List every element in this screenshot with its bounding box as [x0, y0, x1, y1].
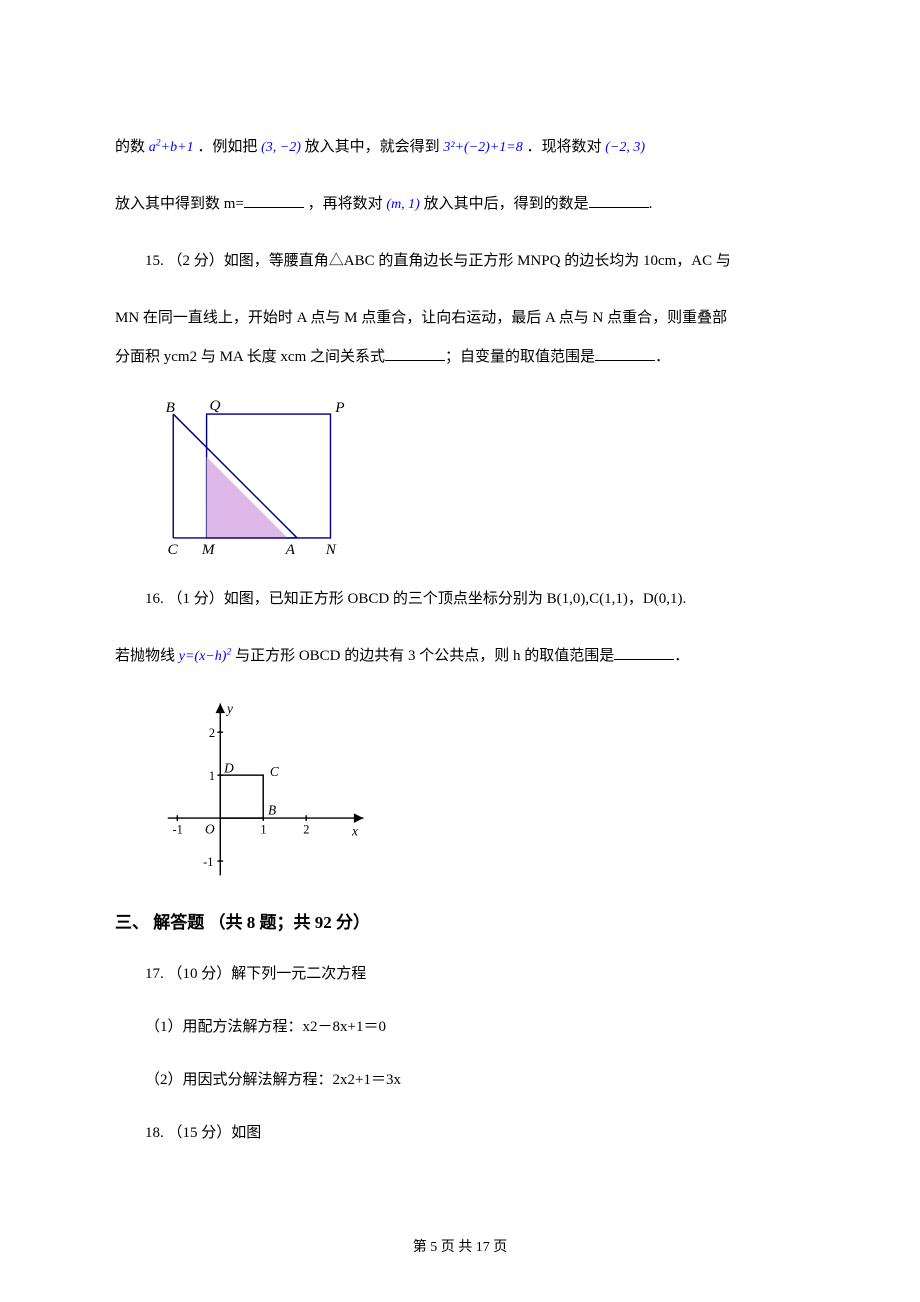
- label-y: y: [225, 701, 233, 716]
- q17-line1: 17. （10 分）解下列一元二次方程: [115, 955, 805, 994]
- q14-expr2: 3²+(−2)+1=8: [443, 140, 522, 155]
- x-arrow: [354, 813, 364, 823]
- q15-line3-mid: ；自变量的取值范围是: [445, 349, 595, 365]
- tick-label-neg1y: -1: [203, 855, 213, 869]
- square-obcd: [220, 775, 263, 818]
- q15-line3-prefix: 分面积 ycm2 与 MA 长度 xcm 之间关系式: [115, 349, 385, 365]
- q14-line1: 的数 a2+b+1 ．例如把 (3, −2) 放入其中，就会得到 3²+(−2)…: [115, 128, 805, 167]
- tick-label-neg1x: -1: [173, 822, 183, 836]
- q15-line1: 15. （2 分）如图，等腰直角△ABC 的直角边长与正方形 MNPQ 的边长均…: [115, 242, 805, 281]
- label-D: D: [223, 760, 234, 775]
- page-footer: 第 5 页 共 17 页: [0, 1236, 920, 1256]
- label-x: x: [351, 823, 358, 838]
- q16-svg: y x O D C B -1 1 2 1 2 -1: [163, 694, 373, 885]
- label-A: A: [285, 541, 296, 557]
- tick-label-2x: 2: [303, 822, 309, 836]
- q14-line2-prefix: 放入其中得到数 m=: [115, 196, 244, 212]
- q14-expr1: a2+b+1: [149, 140, 194, 155]
- q17-sub1: （1）用配方法解方程：x2－8x+1＝0: [115, 1008, 805, 1047]
- q16-line1: 16. （1 分）如图，已知正方形 OBCD 的三个顶点坐标分别为 B(1,0)…: [115, 580, 805, 619]
- blank-1: [244, 193, 304, 208]
- q14-prefix: 的数: [115, 139, 149, 155]
- q15-line2: MN 在同一直线上，开始时 A 点与 M 点重合，让向右运动，最后 A 点与 N…: [115, 299, 805, 338]
- q14-text2: 放入其中，就会得到: [305, 139, 444, 155]
- q18-line1: 18. （15 分）如图: [115, 1114, 805, 1153]
- q15-figure: B Q P C M A N: [163, 395, 805, 562]
- q14-pair1: (3, −2): [261, 140, 301, 155]
- q14-pair2: (−2, 3): [605, 140, 645, 155]
- blank-4: [595, 346, 655, 361]
- section3-heading: 三、 解答题 （共 8 题；共 92 分）: [115, 908, 805, 933]
- page-content: 的数 a2+b+1 ．例如把 (3, −2) 放入其中，就会得到 3²+(−2)…: [0, 0, 920, 1153]
- label-O: O: [205, 821, 215, 836]
- q14-text5: 放入其中后，得到的数是: [424, 196, 589, 212]
- tick-label-2y: 2: [209, 726, 215, 740]
- q16-line2-suffix: ．: [674, 648, 689, 664]
- blank-2: [589, 193, 649, 208]
- q14-text3: ．现将数对: [526, 139, 605, 155]
- label-C: C: [168, 541, 179, 557]
- q16-line2-mid: 与正方形 OBCD 的边共有 3 个公共点，则 h 的取值范围是: [235, 648, 614, 664]
- q16-expr: y=(x−h)2: [179, 649, 232, 664]
- blank-3: [385, 346, 445, 361]
- q16-line2: 若抛物线 y=(x−h)2 与正方形 OBCD 的边共有 3 个公共点，则 h …: [115, 637, 805, 676]
- tick-label-1x: 1: [260, 822, 266, 836]
- label-Q: Q: [209, 397, 220, 414]
- q14-text6: .: [649, 196, 653, 212]
- label-C: C: [270, 764, 280, 779]
- q15-line3: 分面积 ycm2 与 MA 长度 xcm 之间关系式 ；自变量的取值范围是 ．: [115, 338, 805, 377]
- tick-label-1y: 1: [209, 769, 215, 783]
- q17-sub2: （2）用因式分解法解方程：2x2+1＝3x: [115, 1061, 805, 1100]
- label-B: B: [268, 802, 276, 817]
- shaded-region: [207, 457, 288, 538]
- q15-line3-suffix: ．: [655, 349, 670, 365]
- q14-line2: 放入其中得到数 m= ，再将数对 (m, 1) 放入其中后，得到的数是.: [115, 185, 805, 224]
- q15-svg: B Q P C M A N: [163, 395, 355, 557]
- label-N: N: [325, 541, 337, 557]
- label-P: P: [334, 399, 344, 416]
- q16-line2-prefix: 若抛物线: [115, 648, 179, 664]
- q16-figure: y x O D C B -1 1 2 1 2 -1: [163, 694, 373, 884]
- label-B: B: [166, 399, 175, 416]
- q14-text1: ．例如把: [197, 139, 261, 155]
- q14-text4: ，再将数对: [308, 196, 387, 212]
- y-arrow: [215, 704, 225, 714]
- label-M: M: [201, 541, 216, 557]
- q14-pair3: (m, 1): [386, 197, 419, 212]
- blank-5: [614, 645, 674, 660]
